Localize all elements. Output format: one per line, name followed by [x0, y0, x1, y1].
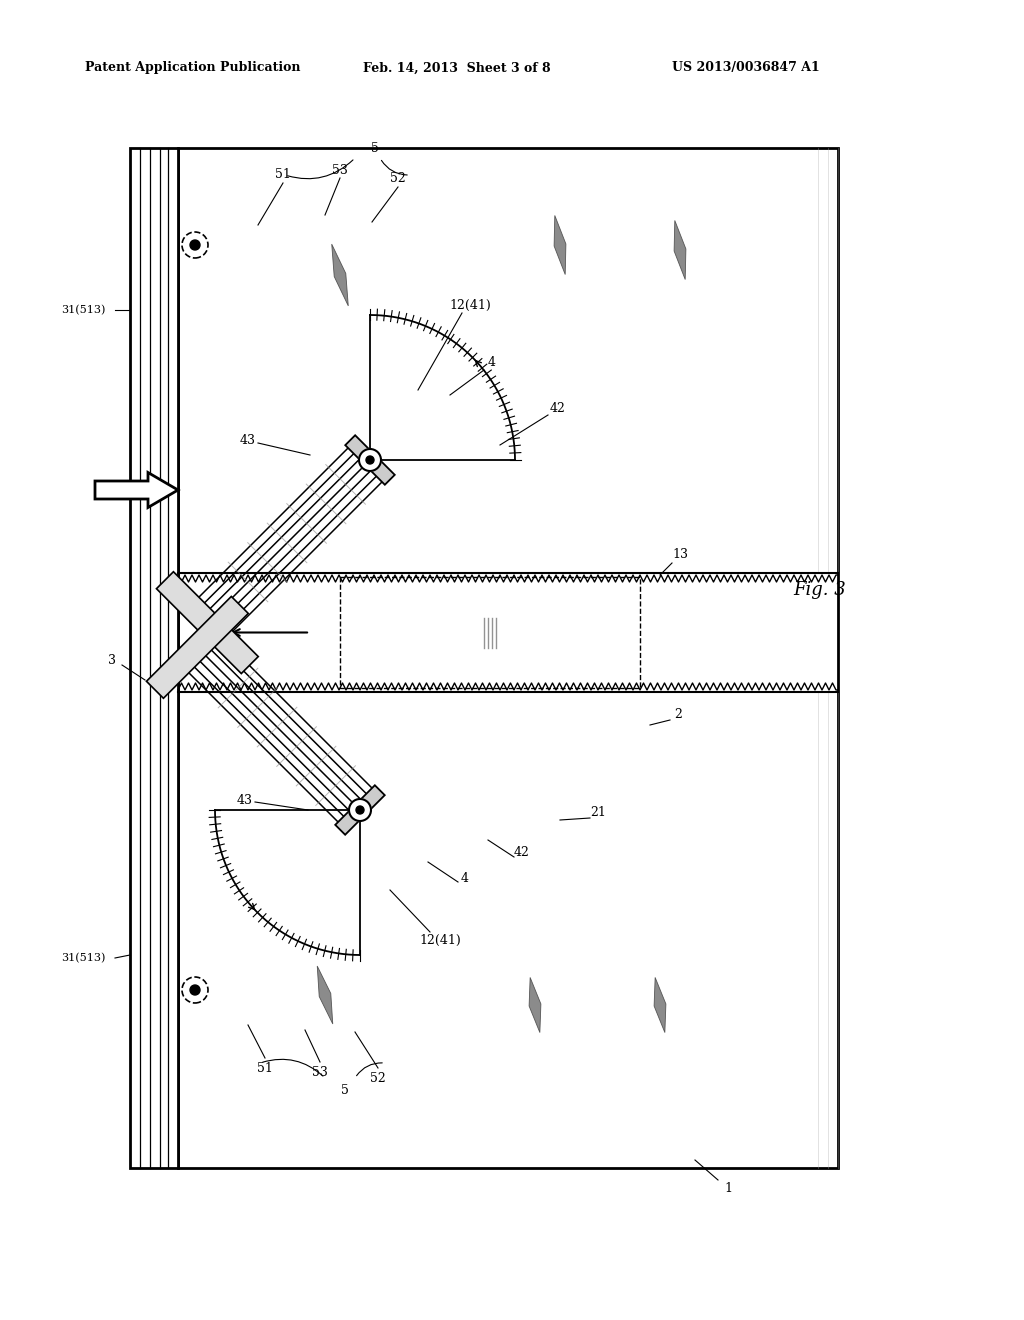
Polygon shape — [654, 977, 666, 1032]
Text: 42: 42 — [550, 401, 566, 414]
Text: Patent Application Publication: Patent Application Publication — [85, 62, 300, 74]
Polygon shape — [130, 148, 178, 1168]
Circle shape — [366, 455, 374, 465]
Polygon shape — [529, 977, 541, 1032]
Circle shape — [190, 985, 200, 995]
Circle shape — [349, 799, 371, 821]
Text: 42: 42 — [514, 846, 530, 859]
Circle shape — [359, 449, 381, 471]
Text: 3: 3 — [108, 653, 116, 667]
Text: 51: 51 — [275, 168, 291, 181]
Text: 5: 5 — [371, 141, 379, 154]
Polygon shape — [345, 436, 394, 484]
Circle shape — [190, 240, 200, 249]
Circle shape — [182, 977, 208, 1003]
Polygon shape — [95, 473, 178, 507]
Polygon shape — [674, 220, 686, 280]
Text: 52: 52 — [370, 1072, 386, 1085]
Text: 5: 5 — [341, 1084, 349, 1097]
Text: 1: 1 — [724, 1181, 732, 1195]
Text: 12(41): 12(41) — [450, 298, 490, 312]
Circle shape — [182, 232, 208, 257]
Polygon shape — [146, 597, 248, 698]
Text: 4: 4 — [488, 356, 496, 370]
Text: Fig. 3: Fig. 3 — [794, 581, 847, 599]
Text: 31(513): 31(513) — [60, 953, 105, 964]
Text: 43: 43 — [237, 793, 253, 807]
Text: 12(41): 12(41) — [419, 933, 461, 946]
Polygon shape — [554, 215, 566, 275]
Polygon shape — [332, 244, 348, 306]
Text: 53: 53 — [312, 1065, 328, 1078]
Text: 31(513): 31(513) — [60, 305, 105, 315]
Text: Feb. 14, 2013  Sheet 3 of 8: Feb. 14, 2013 Sheet 3 of 8 — [362, 62, 551, 74]
Text: 21: 21 — [590, 805, 606, 818]
Text: 43: 43 — [240, 433, 256, 446]
Polygon shape — [157, 572, 258, 673]
Text: 51: 51 — [257, 1061, 273, 1074]
Polygon shape — [335, 785, 385, 834]
Text: 53: 53 — [332, 164, 348, 177]
Circle shape — [356, 807, 364, 814]
Text: 2: 2 — [674, 709, 682, 722]
Text: US 2013/0036847 A1: US 2013/0036847 A1 — [672, 62, 820, 74]
Text: 52: 52 — [390, 172, 406, 185]
Text: 4: 4 — [461, 871, 469, 884]
Polygon shape — [317, 966, 333, 1024]
Text: 13: 13 — [672, 549, 688, 561]
